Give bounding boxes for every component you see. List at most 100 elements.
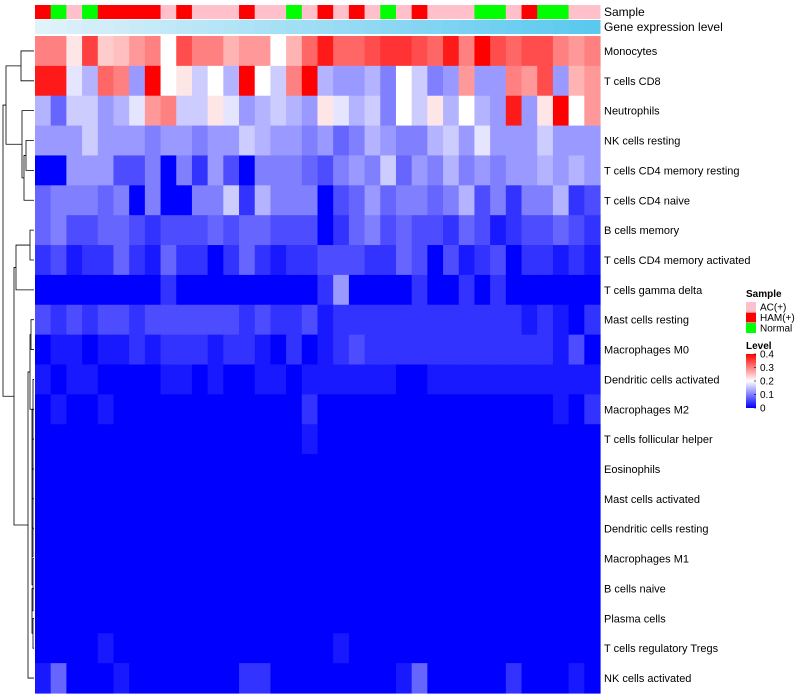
heatmap-cell — [223, 125, 240, 157]
heatmap-cell — [223, 483, 240, 515]
row-label: Neutrophils — [604, 106, 660, 118]
sample-annotation-cell — [348, 5, 366, 19]
heatmap-cell — [207, 334, 224, 366]
heatmap-cell — [505, 543, 523, 575]
heatmap-cell — [395, 424, 413, 455]
heatmap-cell — [301, 95, 319, 127]
heatmap-cell — [552, 215, 570, 246]
heatmap-cell — [176, 304, 193, 336]
heatmap-cell — [239, 513, 256, 545]
heatmap-cell — [552, 543, 570, 575]
row-label: Macrophages M1 — [604, 554, 689, 566]
heatmap-cell — [50, 155, 67, 186]
heatmap-cell — [490, 573, 507, 605]
annotation-label-gene-expression: Gene expression level — [604, 20, 723, 34]
heatmap-cell — [35, 95, 52, 127]
heatmap-cell — [537, 95, 554, 127]
heatmap-cell — [270, 454, 287, 485]
heatmap-cell — [443, 215, 460, 246]
heatmap-cell — [490, 274, 507, 306]
heatmap-cell — [458, 633, 476, 664]
heatmap-cell — [411, 36, 428, 67]
heatmap-cell — [568, 364, 585, 395]
heatmap-cell — [364, 573, 381, 605]
heatmap-cell — [254, 364, 272, 395]
heatmap-cell — [66, 424, 83, 455]
heatmap-cell — [521, 364, 538, 395]
sample-annotation-cell — [364, 5, 381, 19]
heatmap-cell — [254, 543, 272, 575]
heatmap-cell — [239, 603, 256, 634]
gene-level-annotation-cell — [270, 20, 287, 34]
heatmap-cell — [286, 215, 303, 246]
heatmap-cell — [364, 125, 381, 157]
heatmap-cell — [254, 185, 272, 216]
heatmap-cell — [207, 155, 224, 186]
heatmap-cell — [66, 543, 83, 575]
heatmap-cell — [35, 334, 52, 366]
heatmap-cell — [317, 334, 334, 366]
heatmap-cell — [584, 125, 601, 157]
heatmap-cell — [254, 633, 272, 664]
legend-sample-title: Sample — [746, 289, 782, 300]
heatmap-cell — [82, 663, 99, 694]
heatmap-cell — [505, 603, 523, 634]
heatmap-cell — [317, 603, 334, 634]
heatmap-cell — [82, 95, 99, 127]
heatmap-cell — [411, 65, 428, 97]
heatmap-cell — [505, 304, 523, 336]
heatmap-cell — [380, 304, 397, 336]
legend-level-tick-label: 0.3 — [760, 363, 774, 374]
heatmap-cell — [395, 245, 413, 276]
heatmap-cell — [97, 364, 115, 395]
heatmap-cell — [239, 215, 256, 246]
heatmap-cell — [223, 36, 240, 67]
sample-annotation-cell — [66, 5, 83, 19]
heatmap-cell — [270, 483, 287, 515]
heatmap-cell — [364, 663, 381, 694]
sample-annotation-cell — [443, 5, 460, 19]
heatmap-cell — [348, 543, 366, 575]
heatmap-cell — [568, 155, 585, 186]
heatmap-cell — [270, 364, 287, 395]
heatmap-cell — [113, 454, 130, 485]
heatmap-cell — [521, 483, 538, 515]
heatmap-cell — [144, 304, 162, 336]
heatmap-cell — [458, 125, 476, 157]
heatmap-cell — [348, 334, 366, 366]
gene-level-annotation-cell — [584, 20, 601, 34]
heatmap-cell — [537, 543, 554, 575]
heatmap-cell — [443, 304, 460, 336]
heatmap-cell — [364, 304, 381, 336]
heatmap-cell — [537, 454, 554, 485]
heatmap-cell — [348, 663, 366, 694]
dendrogram-branch — [29, 229, 34, 261]
heatmap-cell — [301, 424, 319, 455]
heatmap-cell — [537, 663, 554, 694]
heatmap-cell — [568, 185, 585, 216]
heatmap-cell — [568, 334, 585, 366]
heatmap-cell — [333, 274, 350, 306]
heatmap-cell — [50, 304, 67, 336]
heatmap-cell — [160, 454, 177, 485]
heatmap-cell — [176, 573, 193, 605]
heatmap-cell — [129, 304, 146, 336]
heatmap-cell — [239, 125, 256, 157]
heatmap-cell — [395, 454, 413, 485]
heatmap-cell — [239, 394, 256, 425]
heatmap-cell — [427, 36, 444, 67]
heatmap-cell — [50, 573, 67, 605]
heatmap-cell — [552, 483, 570, 515]
heatmap-cell — [239, 36, 256, 67]
heatmap-cell — [176, 633, 193, 664]
heatmap-cell — [160, 334, 177, 366]
heatmap-cell — [176, 513, 193, 545]
heatmap-cell — [427, 95, 444, 127]
heatmap-cell — [584, 304, 601, 336]
heatmap-cell — [191, 633, 209, 664]
row-label: B cells memory — [604, 225, 680, 237]
heatmap-cell — [505, 245, 523, 276]
dendrogram-branch — [20, 50, 34, 82]
heatmap-cell — [537, 334, 554, 366]
heatmap-cell — [568, 573, 585, 605]
